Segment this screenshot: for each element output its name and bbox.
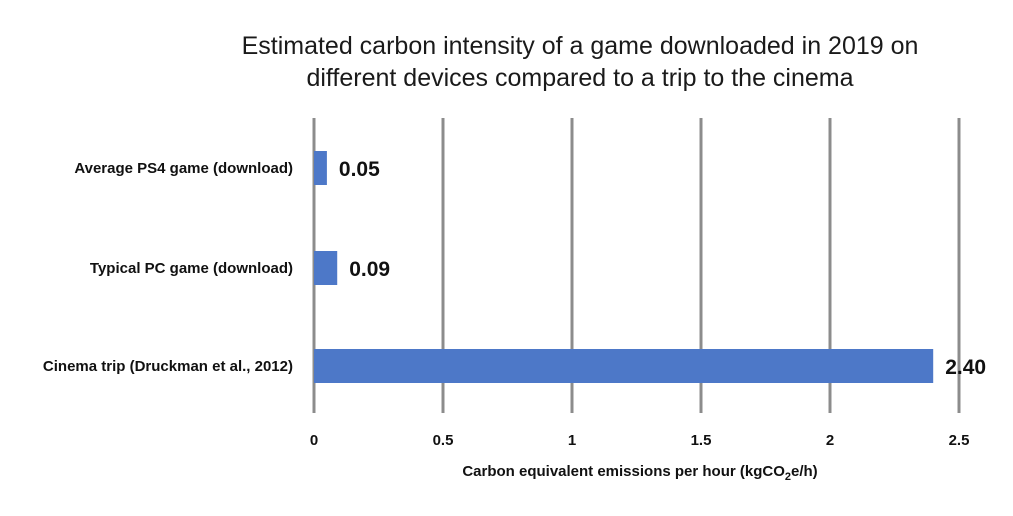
x-tick-label-2: 1 [568,432,576,449]
bar-1 [314,251,338,285]
x-tick-label-5: 2.5 [949,432,970,449]
chart-title-line-1: Estimated carbon intensity of a game dow… [241,32,919,60]
bar-2 [314,349,934,383]
bar-0 [314,151,327,185]
x-tick-label-3: 1.5 [691,432,712,449]
x-axis-label-unit: e/h) [791,463,818,480]
value-label-0: 0.05 [339,158,380,181]
value-label-1: 0.09 [349,258,390,281]
category-label-0: Average PS4 game (download) [74,160,293,177]
x-tick-label-4: 2 [826,432,834,449]
x-axis-label-text: Carbon equivalent emissions per hour (kg… [462,463,785,480]
x-tick-label-0: 0 [310,432,318,449]
x-axis-label: Carbon equivalent emissions per hour (kg… [300,463,980,483]
chart-title-line-2: different devices compared to a trip to … [306,64,854,92]
x-tick-label-1: 0.5 [433,432,454,449]
category-label-2: Cinema trip (Druckman et al., 2012) [43,358,293,375]
x-axis-label-subscript: 2 [784,471,791,483]
category-label-1: Typical PC game (download) [90,260,293,277]
value-label-2: 2.40 [945,356,986,379]
